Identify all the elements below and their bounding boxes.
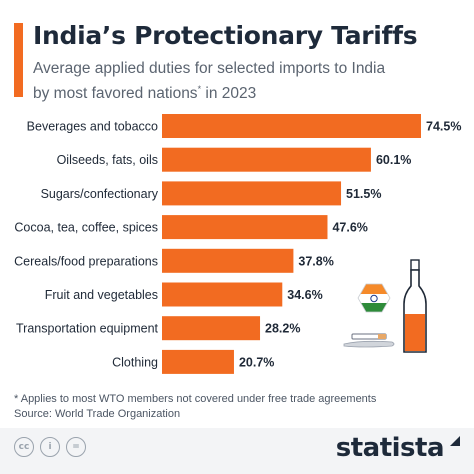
cigarette-icon bbox=[343, 333, 395, 348]
subtitle-line-2-pre: by most favored nations bbox=[33, 85, 198, 103]
subtitle-line-1: Average applied duties for selected impo… bbox=[33, 60, 386, 77]
subtitle-line-2-post: in 2023 bbox=[201, 85, 257, 103]
illustration bbox=[343, 259, 427, 353]
brand-name: statista bbox=[335, 433, 445, 463]
category-label: Sugars/confectionary bbox=[41, 187, 159, 201]
statista-logo[interactable]: statista bbox=[335, 430, 445, 466]
value-label: 37.8% bbox=[298, 254, 333, 268]
footnote: * Applies to most WTO members not covere… bbox=[14, 393, 377, 405]
creative-commons-icon[interactable]: cc bbox=[14, 437, 34, 457]
value-label: 47.6% bbox=[332, 221, 367, 235]
category-label: Transportation equipment bbox=[16, 322, 159, 336]
bar bbox=[162, 147, 371, 172]
value-label: 74.5% bbox=[426, 120, 461, 134]
bar bbox=[162, 282, 283, 307]
value-label: 20.7% bbox=[239, 355, 274, 369]
value-label: 28.2% bbox=[265, 322, 300, 336]
category-label: Clothing bbox=[112, 355, 158, 369]
bar bbox=[162, 248, 294, 273]
bar-chart: Beverages and tobacco 74.5% Oilseeds, fats… bbox=[14, 114, 461, 374]
category-label: Oilseeds, fats, oils bbox=[57, 153, 158, 167]
attribution-icon[interactable]: i bbox=[40, 437, 60, 457]
bar bbox=[162, 349, 234, 374]
chart-title: India’s Protectionary Tariffs bbox=[33, 21, 418, 50]
india-flag-icon bbox=[357, 283, 391, 313]
statista-logo-mark-icon bbox=[450, 436, 460, 446]
category-label: Cocoa, tea, coffee, spices bbox=[14, 221, 158, 235]
subtitle-footnote-marker: * bbox=[197, 84, 202, 94]
source-note: Source: World Trade Organization bbox=[14, 408, 181, 420]
bottle-icon bbox=[403, 259, 427, 353]
category-label: Fruit and vegetables bbox=[45, 288, 158, 302]
value-label: 60.1% bbox=[376, 153, 411, 167]
value-label: 34.6% bbox=[287, 288, 322, 302]
bar bbox=[162, 114, 421, 138]
bar bbox=[162, 215, 328, 240]
chart-subtitle: Average applied duties for selected impo… bbox=[33, 58, 463, 104]
no-derivatives-icon[interactable]: = bbox=[66, 437, 86, 457]
category-label: Cereals/food preparations bbox=[14, 254, 158, 268]
title-accent-bar bbox=[14, 23, 23, 97]
bar bbox=[162, 316, 261, 341]
value-label: 51.5% bbox=[346, 187, 381, 201]
category-label: Beverages and tobacco bbox=[27, 120, 158, 134]
bar bbox=[162, 181, 342, 206]
